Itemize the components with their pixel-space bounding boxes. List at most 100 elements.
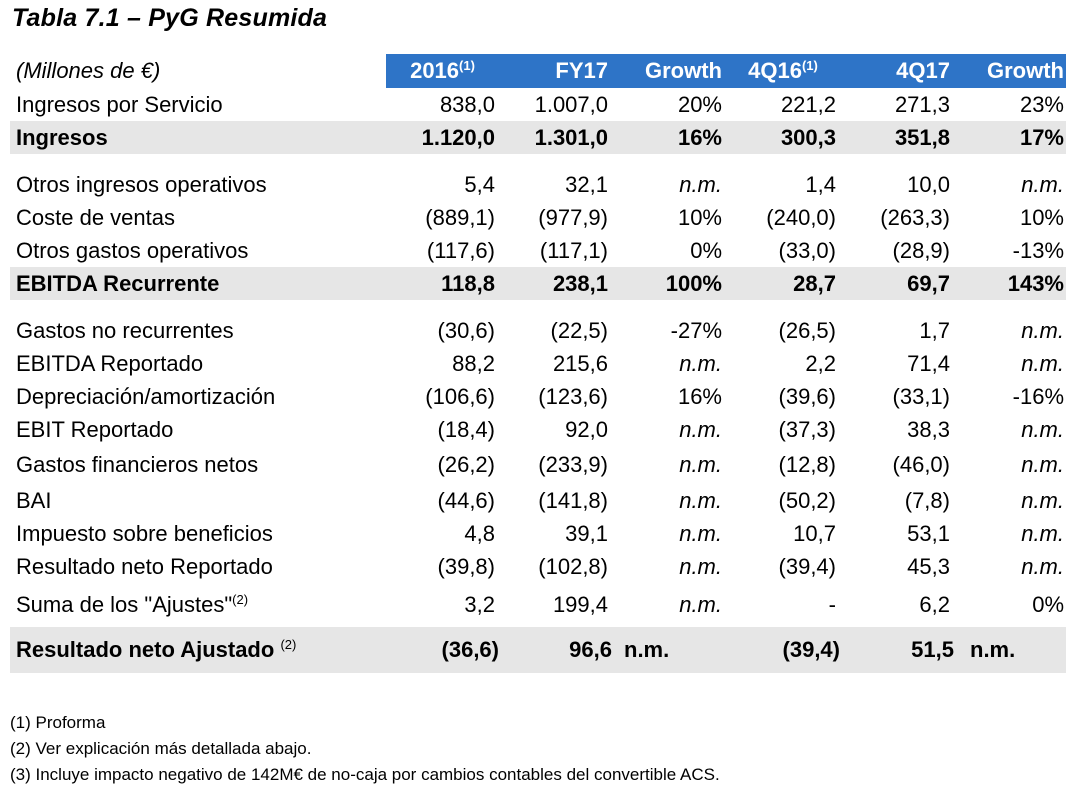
table-row: Gastos no recurrentes (30,6) (22,5) -27%… <box>10 300 1066 347</box>
table-row: Otros ingresos operativos 5,4 32,1 n.m. … <box>10 154 1066 201</box>
cell-value: 1,7 <box>919 317 950 343</box>
cell-value: -13% <box>1012 237 1064 263</box>
cell-value: 88,2 <box>452 350 495 376</box>
cell-value: 45,3 <box>907 553 950 579</box>
row-label: Resultado neto Ajustado (2) <box>10 627 386 673</box>
col-header-growth-quarter: Growth <box>954 54 1066 88</box>
cell-value: (50,2) <box>778 487 836 513</box>
cell-value: (889,1) <box>425 204 495 230</box>
table-row: Otros gastos operativos (117,6) (117,1) … <box>10 234 1066 267</box>
footnote-2: (2) Ver explicación más detallada abajo. <box>10 739 312 758</box>
cell-value: n.m. <box>954 627 1066 673</box>
table-row-total: Resultado neto Ajustado (2) (36,6) 96,6 … <box>10 627 1066 673</box>
cell-value: -16% <box>1012 383 1064 409</box>
cell-value: 118,8 <box>386 267 499 300</box>
table-row-total: EBITDA Recurrente 118,8 238,1 100% 28,7 … <box>10 267 1066 300</box>
cell-value: (106,6) <box>425 383 495 409</box>
cell-value: 3,2 <box>464 592 495 617</box>
row-label: Coste de ventas <box>16 204 175 230</box>
footnote-3: (3) Incluye impacto negativo de 142M€ de… <box>10 765 720 784</box>
cell-value: (141,8) <box>538 487 608 513</box>
cell-value: -27% <box>670 317 722 343</box>
row-label: EBIT Reportado <box>16 416 174 442</box>
cell-value: (33,1) <box>892 383 950 409</box>
cell-value: (117,6) <box>426 237 495 263</box>
cell-value: (233,9) <box>538 452 608 477</box>
cell-value: 271,3 <box>894 91 950 117</box>
col-header-growth-annual: Growth <box>612 54 726 88</box>
cell-value: (102,8) <box>538 553 608 579</box>
row-label: EBITDA Reportado <box>16 350 204 376</box>
cell-value: 10,0 <box>907 171 950 197</box>
cell-value: n.m. <box>679 487 722 513</box>
cell-value: (39,4) <box>778 553 836 579</box>
table-title: Tabla 7.1 – PyG Resumida <box>12 4 328 32</box>
table-row: Ingresos por Servicio 838,0 1.007,0 20% … <box>10 88 1066 121</box>
table-row-total: Ingresos 1.120,0 1.301,0 16% 300,3 351,8… <box>10 121 1066 154</box>
cell-value: 71,4 <box>907 350 950 376</box>
cell-value: (18,4) <box>437 416 495 442</box>
cell-value: (240,0) <box>766 204 836 230</box>
cell-value: (46,0) <box>892 452 950 477</box>
cell-value: 53,1 <box>907 520 950 546</box>
cell-value: (39,8) <box>437 553 495 579</box>
cell-value: n.m. <box>1021 171 1064 197</box>
cell-value: 300,3 <box>726 121 840 154</box>
cell-value: 38,3 <box>907 416 950 442</box>
cell-value: (123,6) <box>538 383 608 409</box>
table-row: Depreciación/amortización (106,6) (123,6… <box>10 380 1066 413</box>
cell-value: 215,6 <box>552 350 608 376</box>
cell-value: n.m. <box>1021 317 1064 343</box>
row-label: Suma de los "Ajustes"(2) <box>16 592 249 617</box>
cell-value: 4,8 <box>464 520 495 546</box>
cell-value: n.m. <box>679 416 722 442</box>
table-row: Gastos financieros netos (26,2) (233,9) … <box>10 446 1066 484</box>
cell-value: 10% <box>1019 204 1064 230</box>
cell-value: 96,6 <box>499 627 612 673</box>
row-label: Resultado neto Reportado <box>16 553 273 579</box>
row-label: Impuesto sobre beneficios <box>16 520 273 546</box>
cell-value: (26,2) <box>437 452 495 477</box>
cell-value: 10,7 <box>793 520 836 546</box>
cell-value: n.m. <box>1021 350 1064 376</box>
cell-value: n.m. <box>679 171 722 197</box>
cell-value: n.m. <box>1021 553 1064 579</box>
cell-value: n.m. <box>679 553 722 579</box>
col-header-2016: 2016(1) <box>386 54 499 88</box>
cell-value: (37,3) <box>778 416 836 442</box>
cell-value: 238,1 <box>499 267 612 300</box>
cell-value: 221,2 <box>780 91 836 117</box>
row-label: BAI <box>16 487 52 513</box>
table-row: Coste de ventas (889,1) (977,9) 10% (240… <box>10 201 1066 234</box>
cell-value: (12,8) <box>778 452 836 477</box>
cell-value: - <box>828 592 836 617</box>
cell-value: 351,8 <box>840 121 954 154</box>
cell-value: n.m. <box>679 350 722 376</box>
row-label: EBITDA Recurrente <box>10 267 386 300</box>
row-label: Otros ingresos operativos <box>16 171 267 197</box>
cell-value: 92,0 <box>565 416 608 442</box>
row-label: Gastos no recurrentes <box>16 317 234 343</box>
cell-value: (44,6) <box>437 487 495 513</box>
cell-value: 39,1 <box>565 520 608 546</box>
cell-value: n.m. <box>1021 452 1064 477</box>
cell-value: 20% <box>677 91 722 117</box>
cell-value: 1.301,0 <box>499 121 612 154</box>
cell-value: n.m. <box>679 592 722 617</box>
col-header-4q16: 4Q16(1) <box>726 54 840 88</box>
cell-value: (36,6) <box>386 627 499 673</box>
cell-value: 143% <box>954 267 1066 300</box>
cell-value: 838,0 <box>439 91 495 117</box>
cell-value: (30,6) <box>437 317 495 343</box>
cell-value: (22,5) <box>550 317 608 343</box>
cell-value: 1.120,0 <box>386 121 499 154</box>
cell-value: (39,4) <box>726 627 840 673</box>
cell-value: 6,2 <box>919 592 950 617</box>
table-row: BAI (44,6) (141,8) n.m. (50,2) (7,8) n.m… <box>10 484 1066 517</box>
table-row: Impuesto sobre beneficios 4,8 39,1 n.m. … <box>10 517 1066 550</box>
cell-value: n.m. <box>1021 416 1064 442</box>
cell-value: n.m. <box>679 452 722 477</box>
table-row: Resultado neto Reportado (39,8) (102,8) … <box>10 550 1066 583</box>
cell-value: (977,9) <box>538 204 608 230</box>
cell-value: (33,0) <box>778 237 836 263</box>
